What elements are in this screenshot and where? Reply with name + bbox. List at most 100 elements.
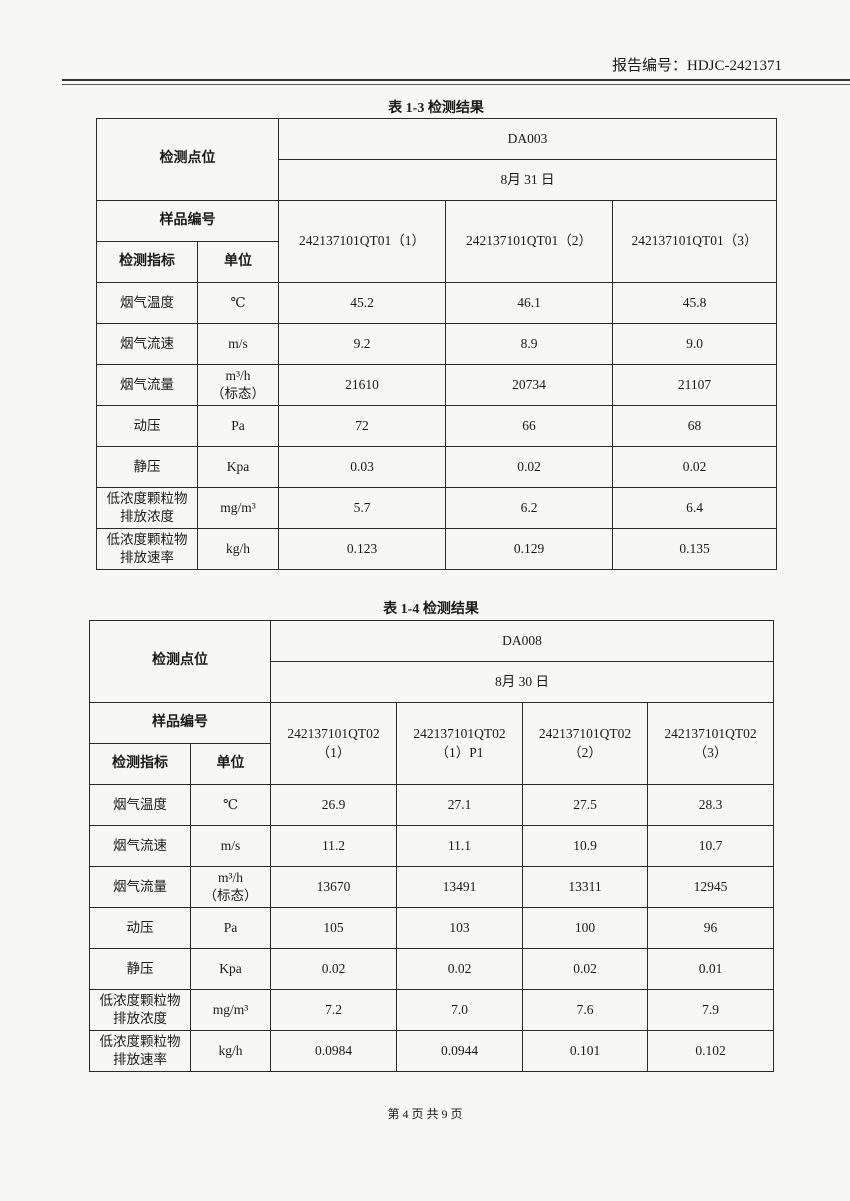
value-cell: 72 — [278, 405, 446, 447]
sample-id: 242137101QT01（1） — [278, 200, 446, 283]
value-cell: 96 — [647, 907, 774, 949]
value-cell: 12945 — [647, 866, 774, 908]
date-value: 8月 30 日 — [270, 661, 774, 703]
table-row: 检测点位 DA008 — [89, 620, 774, 703]
unit: m/s — [190, 825, 271, 867]
value-cell: 13491 — [396, 866, 523, 908]
table-row: 8月 30 日 — [90, 661, 774, 703]
unit: ℃ — [197, 282, 279, 324]
unit: Kpa — [190, 948, 271, 990]
point-label: 检测点位 — [96, 118, 279, 201]
value-cell: 21107 — [611, 364, 778, 406]
value-cell: 0.135 — [611, 528, 778, 570]
sample-id: 242137101QT02 （3） — [647, 702, 774, 785]
report-number: 报告编号：HDJC-2421371 — [611, 58, 782, 74]
value-cell: 0.123 — [278, 528, 446, 570]
unit: mg/m³ — [197, 487, 279, 529]
point-label: 检测点位 — [89, 620, 271, 703]
indicator-name: 烟气流速 — [96, 323, 198, 365]
table-row: 检测点位 DA003 — [96, 118, 778, 201]
value-cell: 27.1 — [396, 784, 523, 826]
value-cell: 0.01 — [647, 948, 774, 990]
sample-id: 242137101QT02 （1） — [270, 702, 397, 785]
value-cell: 13311 — [522, 866, 648, 908]
value-cell: 27.5 — [522, 784, 648, 826]
table-row: 烟气流速 m/s 11.2 11.1 10.9 10.7 — [89, 825, 774, 867]
value-cell: 7.0 — [396, 989, 523, 1031]
table-row: 低浓度颗粒物 排放速率 kg/h 0.0984 0.0944 0.101 0.102 — [89, 1030, 774, 1072]
indicator-label: 检测指标 — [96, 241, 198, 283]
table-row: 低浓度颗粒物 排放浓度 mg/m³ 5.7 6.2 6.4 — [96, 487, 778, 529]
table-row: 动压 Pa 105 103 100 96 — [89, 907, 774, 949]
indicator-name: 低浓度颗粒物 排放浓度 — [96, 487, 198, 529]
sample-id: 242137101QT02 （2） — [522, 702, 648, 785]
value-cell: 21610 — [278, 364, 446, 406]
value-cell: 0.02 — [270, 948, 397, 990]
table-row: 静压 Kpa 0.02 0.02 0.02 0.01 — [89, 948, 774, 990]
indicator-name: 低浓度颗粒物 排放速率 — [96, 528, 198, 570]
unit: Kpa — [197, 446, 279, 488]
unit: kg/h — [190, 1030, 271, 1072]
value-cell: 0.03 — [278, 446, 446, 488]
sample-id: 242137101QT01（2） — [445, 200, 613, 283]
table-row: 烟气温度 ℃ 45.2 46.1 45.8 — [96, 282, 778, 324]
value-cell: 0.02 — [396, 948, 523, 990]
value-cell: 26.9 — [270, 784, 397, 826]
sample-id: 242137101QT01（3） — [611, 200, 778, 283]
point-value: DA008 — [270, 620, 774, 662]
value-cell: 7.6 — [522, 989, 648, 1031]
header-rule-thin — [62, 84, 850, 85]
unit: m³/h （标态） — [197, 364, 279, 406]
table-row: 低浓度颗粒物 排放浓度 mg/m³ 7.2 7.0 7.6 7.9 — [89, 989, 774, 1031]
unit: Pa — [197, 405, 279, 447]
unit: Pa — [190, 907, 271, 949]
table-row: 检测指标 单位 — [89, 743, 774, 785]
indicator-name: 烟气流量 — [96, 364, 198, 406]
table-1-3-caption: 表 1-3 检测结果 — [388, 101, 484, 116]
value-cell: 0.102 — [647, 1030, 774, 1072]
value-cell: 105 — [270, 907, 397, 949]
value-cell: 68 — [611, 405, 778, 447]
value-cell: 0.02 — [445, 446, 613, 488]
table-row: 动压 Pa 72 66 68 — [96, 405, 778, 447]
value-cell: 10.9 — [522, 825, 648, 867]
indicator-name: 低浓度颗粒物 排放速率 — [89, 1030, 191, 1072]
table-row: 静压 Kpa 0.03 0.02 0.02 — [96, 446, 778, 488]
sample-label: 样品编号 — [96, 200, 279, 242]
value-cell: 100 — [522, 907, 648, 949]
date-value: 8月 31 日 — [277, 159, 778, 201]
sample-label: 样品编号 — [89, 702, 271, 744]
point-value: DA003 — [277, 118, 778, 160]
value-cell: 0.0984 — [270, 1030, 397, 1072]
table-row: 烟气流量 m³/h （标态） 21610 20734 21107 — [96, 364, 778, 406]
value-cell: 9.2 — [278, 323, 446, 365]
unit-label: 单位 — [190, 743, 271, 785]
value-cell: 46.1 — [445, 282, 613, 324]
value-cell: 9.0 — [611, 323, 778, 365]
results-table-1-3: 检测点位 DA003 8月 31 日样品编号 242137101QT01（1） 2421… — [96, 118, 778, 570]
unit: m/s — [197, 323, 279, 365]
indicator-name: 烟气流速 — [89, 825, 191, 867]
table-row: 低浓度颗粒物 排放速率 kg/h 0.123 0.129 0.135 — [96, 528, 778, 570]
indicator-name: 动压 — [89, 907, 191, 949]
value-cell: 0.02 — [611, 446, 778, 488]
indicator-name: 烟气温度 — [89, 784, 191, 826]
value-cell: 45.8 — [611, 282, 778, 324]
unit: mg/m³ — [190, 989, 271, 1031]
table-row: 烟气流量 m³/h （标态） 13670 13491 13311 12945 — [89, 866, 774, 908]
value-cell: 8.9 — [445, 323, 613, 365]
indicator-name: 低浓度颗粒物 排放浓度 — [89, 989, 191, 1031]
value-cell: 10.7 — [647, 825, 774, 867]
table-row: 样品编号 242137101QT02 （1） 242137101QT02 （1）P1… — [89, 702, 774, 785]
value-cell: 6.2 — [445, 487, 613, 529]
value-cell: 0.101 — [522, 1030, 648, 1072]
table-row: 烟气流速 m/s 9.2 8.9 9.0 — [96, 323, 778, 365]
unit: ℃ — [190, 784, 271, 826]
value-cell: 11.2 — [270, 825, 397, 867]
table-row: 烟气温度 ℃ 26.9 27.1 27.5 28.3 — [89, 784, 774, 826]
indicator-name: 烟气流量 — [89, 866, 191, 908]
value-cell: 0.129 — [445, 528, 613, 570]
page-footer: 第 4 页 共 9 页 — [387, 1107, 463, 1121]
value-cell: 5.7 — [278, 487, 446, 529]
value-cell: 28.3 — [647, 784, 774, 826]
